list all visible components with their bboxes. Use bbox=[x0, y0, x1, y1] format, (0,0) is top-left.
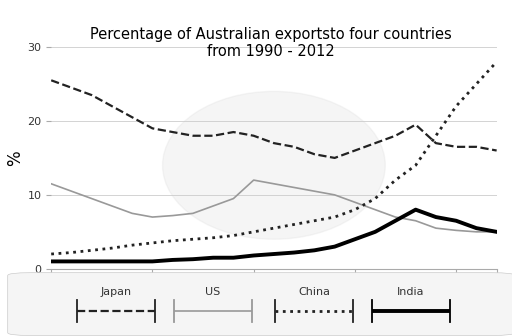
Text: Percentage of Australian exportsto four countries
from 1990 - 2012: Percentage of Australian exportsto four … bbox=[91, 27, 452, 59]
Y-axis label: %: % bbox=[7, 150, 25, 166]
Text: Japan: Japan bbox=[100, 287, 132, 296]
Text: India: India bbox=[397, 287, 424, 296]
Text: China: China bbox=[298, 287, 330, 296]
Text: US: US bbox=[205, 287, 220, 296]
Ellipse shape bbox=[162, 91, 385, 239]
FancyBboxPatch shape bbox=[8, 273, 512, 335]
